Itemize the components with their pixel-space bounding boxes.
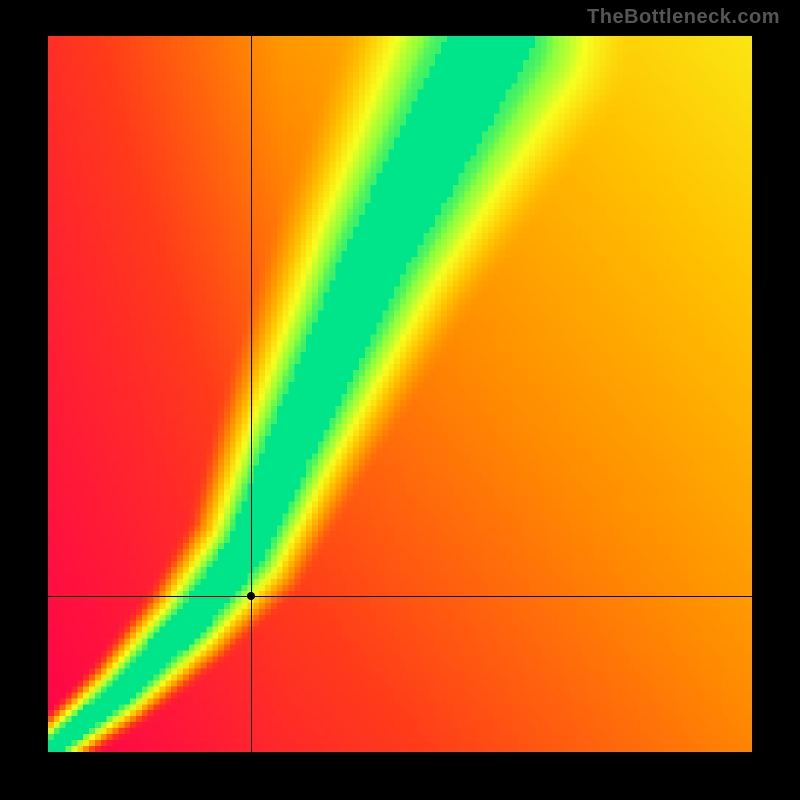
crosshair-horizontal — [48, 596, 752, 597]
bottleneck-heatmap — [48, 36, 752, 752]
watermark-text: TheBottleneck.com — [587, 6, 780, 29]
crosshair-vertical — [251, 36, 252, 752]
plot-area — [48, 36, 752, 752]
crosshair-marker — [247, 592, 255, 600]
chart-container: TheBottleneck.com — [0, 0, 800, 800]
